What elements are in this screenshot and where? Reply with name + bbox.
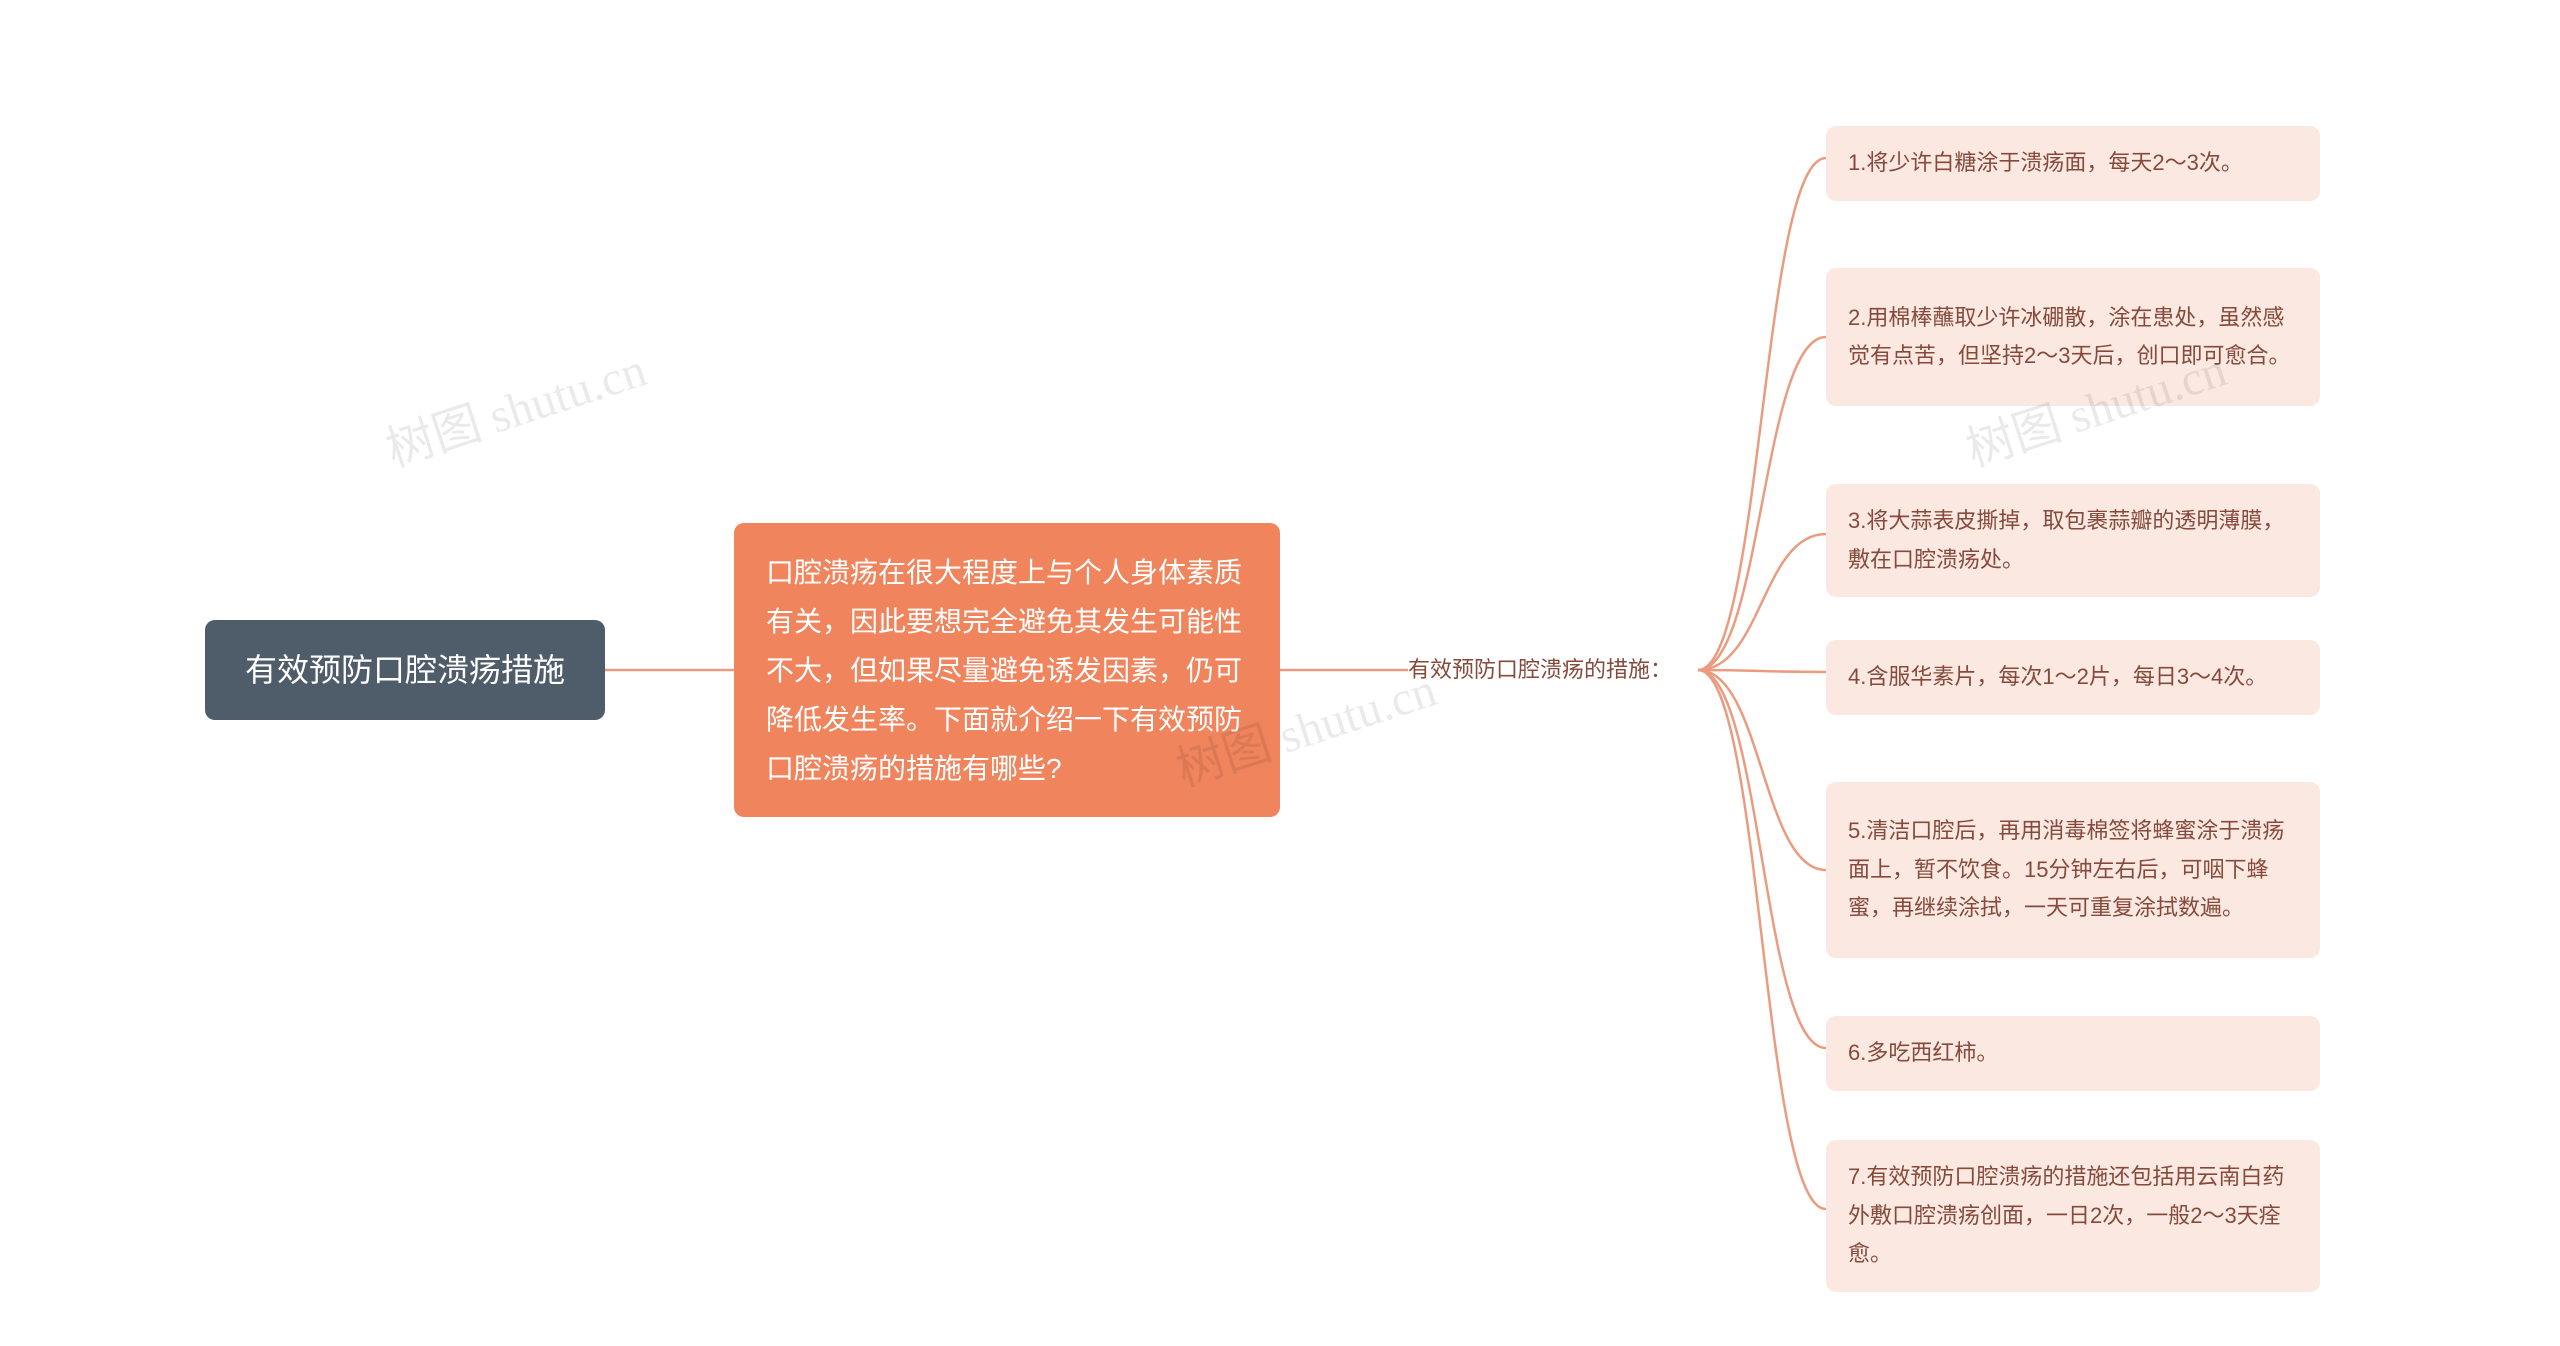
leaf-node[interactable]: 5.清洁口腔后，再用消毒棉签将蜂蜜涂于溃疡面上，暂不饮食。15分钟左右后，可咽下…	[1826, 782, 2320, 958]
leaf-text: 6.多吃西红柿。	[1848, 1034, 1998, 1073]
mindmap-canvas: 有效预防口腔溃疡措施 口腔溃疡在很大程度上与个人身体素质有关，因此要想完全避免其…	[0, 0, 2560, 1346]
leaf-node[interactable]: 4.含服华素片，每次1～2片，每日3～4次。	[1826, 640, 2320, 715]
leaf-text: 4.含服华素片，每次1～2片，每日3～4次。	[1848, 658, 2267, 697]
leaf-text: 7.有效预防口腔溃疡的措施还包括用云南白药外敷口腔溃疡创面，一日2次，一般2～3…	[1848, 1158, 2298, 1274]
watermark: 树图 shutu.cn	[376, 330, 654, 480]
root-node[interactable]: 有效预防口腔溃疡措施	[205, 620, 605, 720]
leaf-node[interactable]: 1.将少许白糖涂于溃疡面，每天2～3次。	[1826, 126, 2320, 201]
subheading-node[interactable]: 有效预防口腔溃疡的措施：	[1408, 652, 1698, 688]
subheading-text: 有效预防口腔溃疡的措施：	[1408, 651, 1672, 690]
leaf-text: 2.用棉棒蘸取少许冰硼散，涂在患处，虽然感觉有点苦，但坚持2～3天后，创口即可愈…	[1848, 299, 2298, 376]
leaf-text: 5.清洁口腔后，再用消毒棉签将蜂蜜涂于溃疡面上，暂不饮食。15分钟左右后，可咽下…	[1848, 812, 2298, 928]
root-label: 有效预防口腔溃疡措施	[245, 642, 565, 698]
intro-text: 口腔溃疡在很大程度上与个人身体素质有关，因此要想完全避免其发生可能性不大，但如果…	[766, 548, 1248, 793]
leaf-node[interactable]: 2.用棉棒蘸取少许冰硼散，涂在患处，虽然感觉有点苦，但坚持2～3天后，创口即可愈…	[1826, 268, 2320, 406]
leaf-node[interactable]: 7.有效预防口腔溃疡的措施还包括用云南白药外敷口腔溃疡创面，一日2次，一般2～3…	[1826, 1140, 2320, 1292]
intro-node[interactable]: 口腔溃疡在很大程度上与个人身体素质有关，因此要想完全避免其发生可能性不大，但如果…	[734, 523, 1280, 817]
leaf-node[interactable]: 3.将大蒜表皮撕掉，取包裹蒜瓣的透明薄膜，敷在口腔溃疡处。	[1826, 484, 2320, 597]
leaf-node[interactable]: 6.多吃西红柿。	[1826, 1016, 2320, 1091]
leaf-text: 1.将少许白糖涂于溃疡面，每天2～3次。	[1848, 144, 2243, 183]
leaf-text: 3.将大蒜表皮撕掉，取包裹蒜瓣的透明薄膜，敷在口腔溃疡处。	[1848, 502, 2298, 579]
